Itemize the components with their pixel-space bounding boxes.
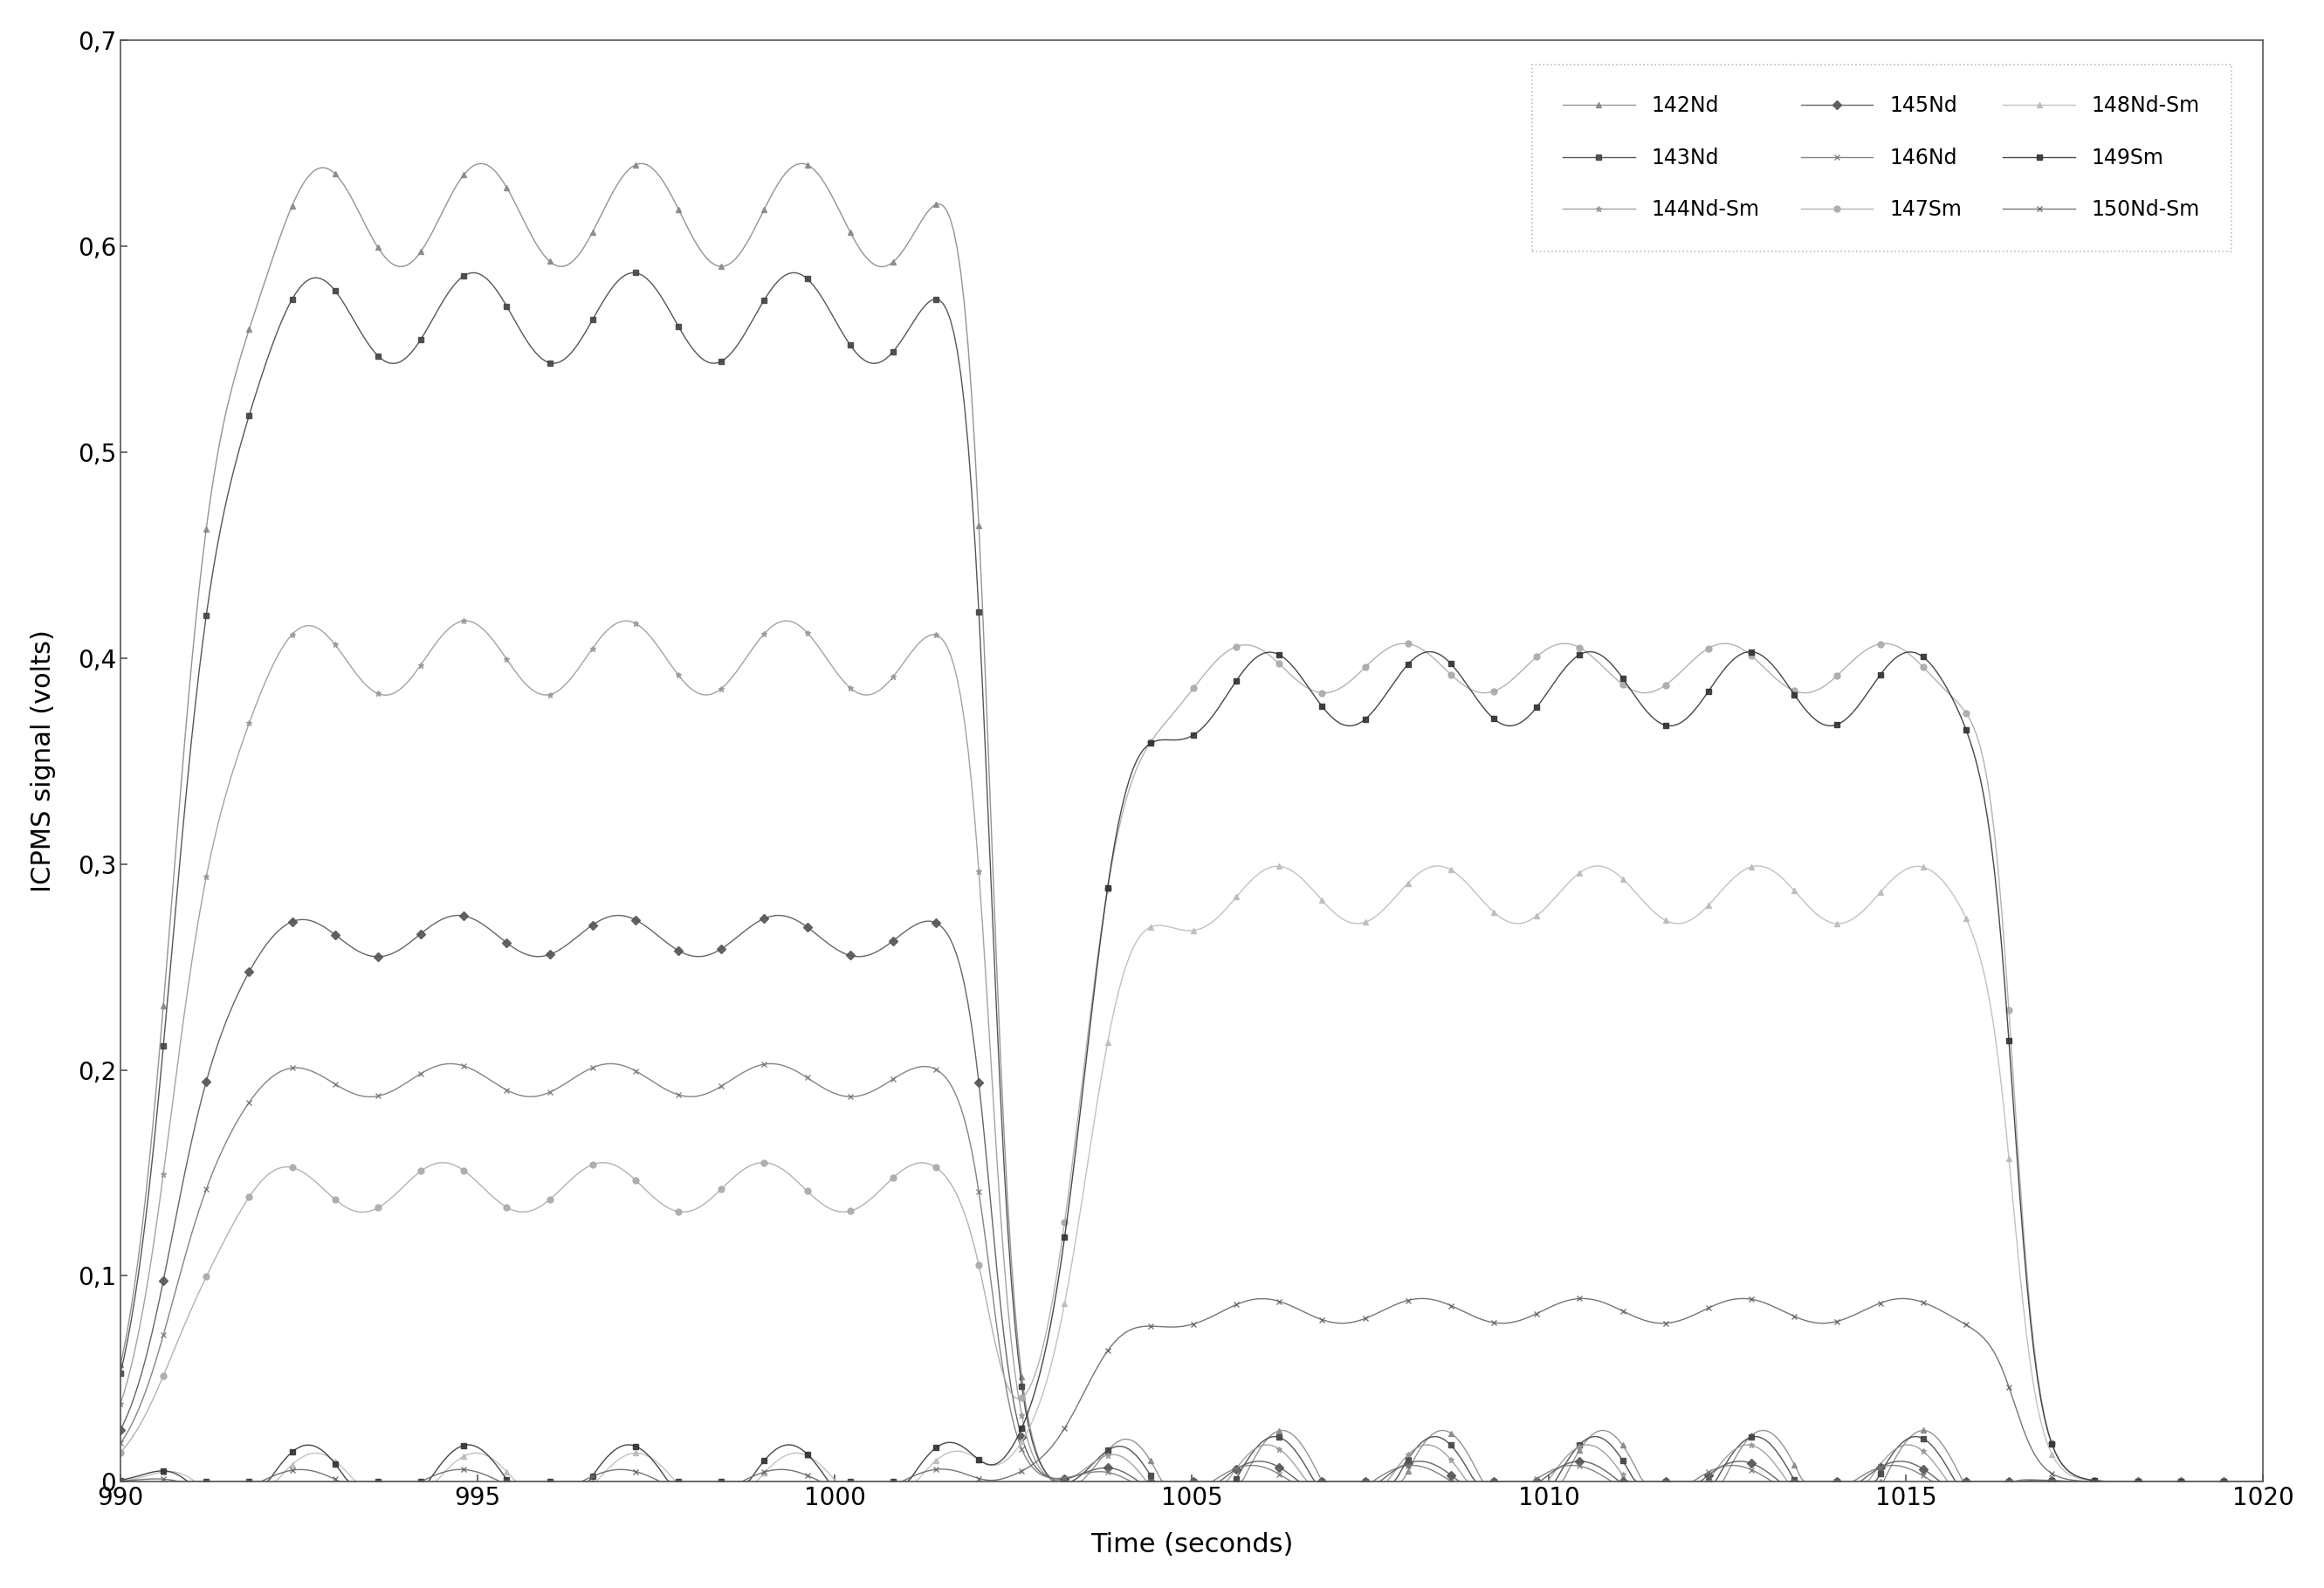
X-axis label: Time (seconds): Time (seconds): [1090, 1532, 1292, 1558]
Y-axis label: ICPMS signal (volts): ICPMS signal (volts): [30, 629, 56, 892]
Legend: 142Nd, 143Nd, 144Nd-Sm, 145Nd, 146Nd, 147Sm, 148Nd-Sm, 149Sm, 150Nd-Sm: 142Nd, 143Nd, 144Nd-Sm, 145Nd, 146Nd, 14…: [1532, 65, 2231, 251]
